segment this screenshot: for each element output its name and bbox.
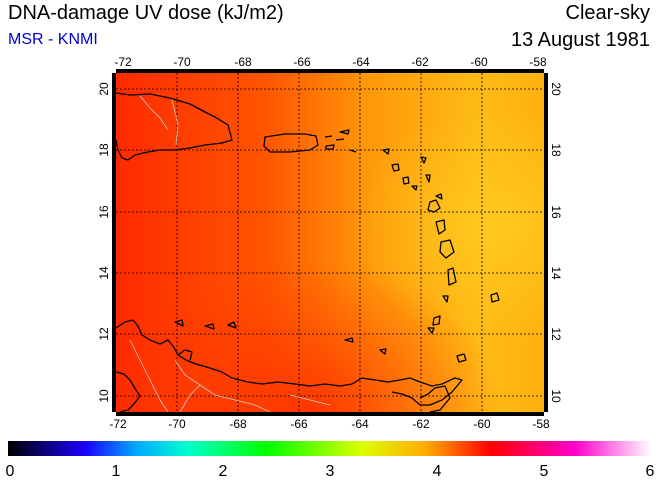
lon-tick-top: -60 [470, 55, 488, 69]
lon-tick-bottom: -62 [412, 417, 430, 431]
grid-lines [116, 73, 544, 412]
lon-tick-bottom: -72 [109, 417, 127, 431]
lat-tick-right: 16 [549, 205, 563, 219]
lat-tick-left: 18 [97, 143, 111, 157]
lat-tick-labels-left: 10 12 14 16 18 20 [97, 82, 111, 403]
lat-tick-left: 12 [97, 327, 111, 341]
colorbar-tick: 6 [646, 463, 655, 480]
lon-tick-top: -66 [293, 55, 311, 69]
lon-tick-bottom: -68 [229, 417, 247, 431]
colorbar-tick: 1 [112, 463, 121, 480]
colorbar-tick: 4 [433, 463, 442, 480]
lon-tick-top: -62 [411, 55, 429, 69]
lon-tick-top: -68 [234, 55, 252, 69]
map-frame [112, 69, 548, 416]
lon-tick-bottom: -66 [290, 417, 308, 431]
lat-tick-labels-right: 10 12 14 16 18 20 [549, 82, 563, 403]
date-label: 13 August 1981 [510, 29, 650, 51]
lon-tick-top: -72 [114, 55, 132, 69]
lon-tick-labels-top: -72 -70 -68 -66 -64 -62 -60 -58 [114, 55, 547, 69]
lat-tick-right: 10 [549, 389, 563, 403]
lat-tick-left: 16 [97, 205, 111, 219]
lon-tick-labels-bottom: -72 -70 -68 -66 -64 -62 -60 -58 [109, 417, 550, 431]
lat-tick-left: 10 [97, 389, 111, 403]
lon-tick-bottom: -60 [473, 417, 491, 431]
coastlines [116, 92, 500, 412]
lat-tick-left: 14 [97, 266, 111, 280]
colorbar-tick: 5 [540, 463, 549, 480]
lat-tick-right: 14 [549, 266, 563, 280]
country-borders [129, 95, 331, 412]
lon-tick-bottom: -58 [532, 417, 550, 431]
colorbar-tick: 3 [326, 463, 335, 480]
colorbar-tick: 0 [6, 463, 15, 480]
uv-dose-field [116, 73, 544, 412]
lat-tick-left: 20 [97, 82, 111, 96]
colorbar: 0 1 2 3 4 5 6 [6, 441, 655, 480]
lat-tick-right: 20 [549, 82, 563, 96]
lon-tick-top: -64 [352, 55, 370, 69]
lon-tick-bottom: -64 [351, 417, 369, 431]
lat-tick-right: 12 [549, 327, 563, 341]
source-label: MSR - KNMI [8, 31, 98, 48]
lon-tick-top: -70 [173, 55, 191, 69]
lon-tick-bottom: -70 [168, 417, 186, 431]
colorbar-gradient [8, 441, 652, 456]
lon-tick-top: -58 [529, 55, 547, 69]
colorbar-tick: 2 [219, 463, 228, 480]
map-title: DNA-damage UV dose (kJ/m2) [8, 2, 284, 24]
condition-label: Clear-sky [565, 2, 650, 24]
lat-tick-right: 18 [549, 143, 563, 157]
